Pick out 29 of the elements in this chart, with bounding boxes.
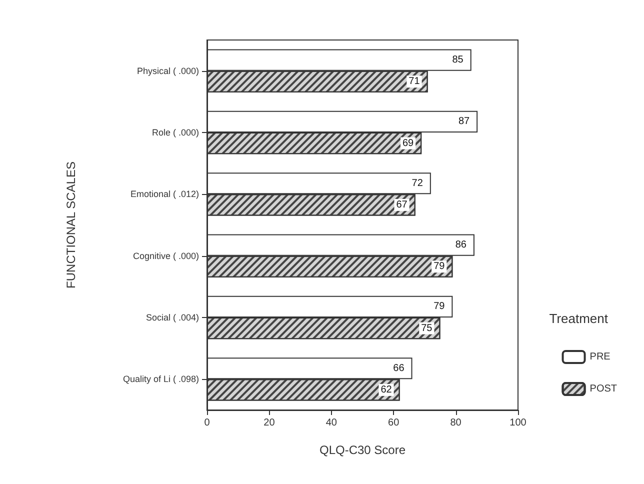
data-label: 66 bbox=[393, 362, 405, 374]
y-tick-label: Quality of Li ( .098) bbox=[122, 374, 199, 384]
y-tick-label: Emotional ( .012) bbox=[130, 189, 199, 200]
x-tick-label: 60 bbox=[388, 418, 400, 428]
legend-label: POST bbox=[590, 384, 618, 394]
data-label: 79 bbox=[434, 261, 446, 272]
x-tick-label: 20 bbox=[264, 418, 276, 428]
data-label: 71 bbox=[408, 76, 420, 88]
y-tick-label: Cognitive ( .000) bbox=[132, 250, 199, 261]
x-tick-label: 0 bbox=[204, 418, 210, 428]
data-label: 67 bbox=[396, 199, 408, 210]
x-tick-label: 100 bbox=[510, 418, 527, 428]
data-label: 69 bbox=[402, 138, 414, 149]
legend-title: Treatment bbox=[549, 311, 608, 326]
data-label: 86 bbox=[455, 240, 467, 251]
y-tick-label: Role ( .000) bbox=[152, 128, 199, 138]
data-label: 72 bbox=[412, 178, 424, 189]
y-tick-label: Physical ( .000) bbox=[136, 66, 199, 76]
data-label: 75 bbox=[421, 322, 433, 334]
x-tick-label: 40 bbox=[326, 418, 338, 428]
y-tick-label: Social ( .004) bbox=[146, 312, 199, 322]
data-label: 79 bbox=[434, 301, 446, 312]
x-tick-label: 80 bbox=[450, 418, 462, 428]
x-axis-title: QLQ-C30 Score bbox=[319, 443, 406, 457]
data-label: 62 bbox=[380, 384, 392, 396]
data-label: 85 bbox=[452, 54, 464, 66]
y-axis-title: FUNCTIONAL SCALES bbox=[64, 162, 78, 288]
legend-label: PRE bbox=[590, 352, 611, 362]
data-label: 87 bbox=[458, 116, 470, 128]
